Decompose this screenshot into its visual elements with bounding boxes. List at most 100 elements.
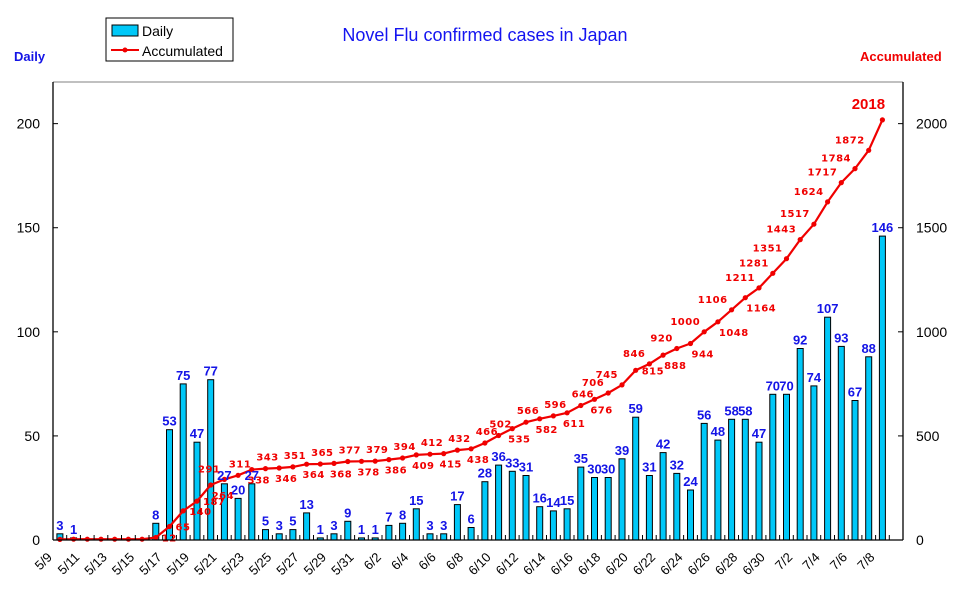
accumulated-data-label: 386 — [385, 466, 407, 477]
daily-bars — [56, 235, 886, 541]
accumulated-point — [825, 199, 831, 205]
daily-data-label: 32 — [670, 457, 684, 472]
daily-data-label: 70 — [779, 378, 793, 393]
daily-data-label: 28 — [478, 466, 492, 481]
accumulated-data-label: 1624 — [794, 187, 824, 198]
x-tick-label: 5/15 — [109, 550, 138, 579]
accumulated-data-label: 1443 — [766, 225, 796, 236]
accumulated-point — [345, 458, 351, 465]
accumulated-point — [564, 410, 570, 416]
accumulated-point — [125, 536, 131, 542]
y-left-tick-label: 100 — [17, 324, 41, 340]
accumulated-point — [153, 534, 159, 541]
daily-bar — [618, 458, 626, 541]
accumulated-data-label: 311 — [229, 459, 251, 470]
daily-data-label: 31 — [642, 460, 656, 475]
x-tick-label: 5/13 — [81, 550, 110, 579]
x-tick-label: 6/14 — [520, 550, 549, 579]
daily-data-label: 8 — [399, 507, 406, 522]
accumulated-data-label: 438 — [467, 455, 489, 466]
y-left-tick-label: 0 — [32, 532, 40, 548]
daily-bar — [522, 475, 530, 541]
daily-bar — [714, 439, 722, 541]
accumulated-data-label: 432 — [448, 434, 470, 445]
x-tick-label: 5/25 — [246, 550, 275, 579]
accumulated-point — [578, 402, 584, 409]
x-tick-label: 6/22 — [630, 550, 659, 579]
legend-daily-label: Daily — [142, 23, 173, 39]
daily-bar — [563, 508, 571, 541]
legend-accumulated-label: Accumulated — [142, 43, 223, 59]
daily-bar — [796, 348, 804, 541]
daily-bar — [508, 470, 516, 541]
accumulated-point — [454, 447, 460, 453]
y-left-tick-label: 50 — [24, 428, 40, 444]
daily-bar — [330, 533, 338, 541]
accumulated-data-label: 264 — [212, 491, 234, 502]
daily-bar — [755, 441, 763, 541]
daily-bar — [179, 383, 187, 541]
daily-data-label: 67 — [848, 385, 862, 400]
accumulated-data-label: 412 — [421, 438, 443, 449]
x-tick-label: 6/10 — [465, 550, 494, 579]
daily-bar — [604, 477, 612, 541]
daily-data-label: 8 — [152, 507, 159, 522]
x-tick-label: 5/17 — [136, 550, 165, 579]
daily-data-label: 30 — [601, 462, 615, 477]
accumulated-point — [742, 295, 748, 301]
x-tick-label: 7/6 — [827, 550, 850, 573]
accumulated-data-label: 846 — [623, 349, 645, 360]
x-tick-label: 5/29 — [301, 550, 330, 579]
accumulated-point — [235, 472, 241, 478]
accumulated-series — [57, 117, 886, 543]
daily-bar — [810, 385, 818, 541]
accumulated-point — [523, 419, 529, 425]
accumulated-data-label: 365 — [311, 448, 333, 459]
daily-data-label: 58 — [724, 403, 738, 418]
daily-data-label: 5 — [289, 514, 296, 529]
accumulated-data-label: 343 — [256, 453, 278, 464]
accumulated-data-label: 944 — [692, 350, 714, 361]
daily-bar — [385, 524, 393, 541]
x-tick-label: 6/20 — [602, 550, 631, 579]
accumulated-point — [674, 345, 680, 352]
daily-bar — [673, 472, 681, 541]
x-tick-label: 7/2 — [772, 550, 795, 573]
daily-data-label: 13 — [299, 497, 313, 512]
legend-daily-swatch — [111, 24, 139, 37]
y-right-tick-label: 1500 — [916, 220, 947, 236]
accumulated-data-label: 338 — [248, 476, 270, 487]
daily-bar — [289, 529, 297, 541]
daily-data-label: 107 — [817, 301, 839, 316]
accumulated-data-label: 1211 — [725, 273, 755, 284]
daily-data-label: 48 — [711, 424, 725, 439]
daily-bar — [741, 418, 749, 541]
daily-bar — [440, 533, 448, 541]
accumulated-point — [180, 508, 186, 514]
x-tick-label: 6/18 — [575, 550, 604, 579]
accumulated-point — [276, 465, 282, 471]
accumulated-data-label: 1517 — [780, 209, 810, 220]
accumulated-data-label: 409 — [412, 461, 434, 472]
daily-bar — [878, 235, 886, 541]
accumulated-point — [482, 440, 488, 446]
daily-data-label: 77 — [203, 364, 217, 379]
y-right-axis-title: Accumulated — [860, 49, 942, 64]
x-tick-label: 6/24 — [657, 550, 686, 579]
daily-data-label: 92 — [793, 333, 807, 348]
daily-data-label: 16 — [532, 491, 546, 506]
daily-bar — [193, 441, 201, 541]
daily-data-label: 42 — [656, 437, 670, 452]
accumulated-data-label: 466 — [476, 427, 498, 438]
accumulated-point — [838, 180, 844, 186]
accumulated-data-label: 920 — [650, 334, 672, 345]
accumulated-data-label: 379 — [366, 445, 388, 456]
daily-data-label: 1 — [372, 522, 379, 537]
daily-bar — [412, 508, 420, 541]
y-right-tick-label: 2000 — [916, 116, 947, 132]
daily-bar — [536, 506, 544, 541]
accumulated-data-label: 815 — [642, 366, 664, 377]
daily-bar — [851, 400, 859, 541]
